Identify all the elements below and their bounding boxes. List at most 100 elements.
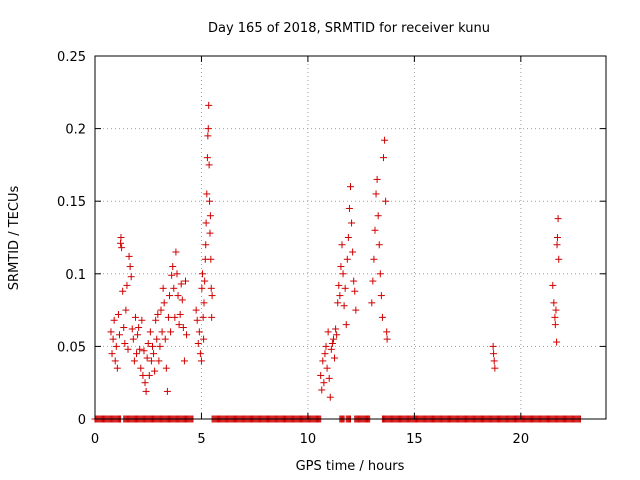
- data-point: [343, 255, 351, 263]
- data-point: [351, 287, 359, 295]
- data-point: [322, 342, 330, 350]
- data-point: [326, 393, 334, 401]
- data-point: [368, 299, 376, 307]
- data-point: [147, 357, 155, 365]
- data-point: [331, 354, 339, 362]
- data-point: [201, 277, 209, 285]
- data-point: [146, 328, 154, 336]
- data-point: [133, 350, 141, 358]
- data-point: [113, 364, 121, 372]
- data-point: [552, 306, 560, 314]
- data-point: [166, 292, 174, 300]
- y-tick-label: 0.05: [57, 340, 86, 355]
- data-point: [199, 270, 207, 278]
- data-point: [115, 331, 123, 339]
- data-point: [164, 313, 172, 321]
- data-point: [124, 345, 132, 353]
- data-point: [162, 364, 170, 372]
- x-tick-label: 5: [197, 432, 205, 447]
- data-point: [337, 263, 345, 271]
- data-point: [553, 234, 561, 241]
- data-point: [161, 335, 169, 343]
- data-point: [107, 328, 115, 336]
- data-point: [338, 241, 346, 249]
- data-point: [207, 255, 215, 263]
- data-point: [192, 306, 200, 314]
- data-point: [204, 125, 212, 133]
- data-point: [206, 229, 214, 237]
- data-point: [202, 219, 210, 227]
- data-point: [554, 215, 562, 223]
- data-point: [176, 310, 184, 318]
- data-point: [157, 306, 165, 314]
- data-point: [340, 302, 348, 310]
- data-point: [553, 241, 561, 249]
- data-point: [141, 379, 149, 387]
- data-point: [335, 281, 343, 289]
- data-point: [117, 234, 125, 241]
- data-point: [177, 280, 185, 288]
- data-point: [370, 255, 378, 263]
- data-point: [352, 306, 360, 314]
- data-point: [325, 374, 333, 382]
- axis-ticks: 0 0.05 0.1 0.15 0.2 0.25 0 5 10 15 20: [57, 50, 606, 447]
- data-point: [138, 316, 146, 324]
- data-point: [126, 263, 134, 271]
- data-point: [137, 364, 145, 372]
- y-tick-label: 0.1: [65, 268, 86, 283]
- data-point: [160, 299, 168, 307]
- data-point: [377, 292, 385, 300]
- data-point: [144, 339, 152, 347]
- data-point: [381, 136, 389, 144]
- data-point: [378, 313, 386, 321]
- data-point: [489, 342, 497, 350]
- data-point: [205, 161, 213, 169]
- data-point: [178, 296, 186, 304]
- data-point: [317, 371, 325, 379]
- data-point: [200, 335, 208, 343]
- data-point: [200, 299, 208, 307]
- x-tick-label: 20: [513, 432, 530, 447]
- data-point: [140, 347, 148, 355]
- y-tick-label: 0.25: [57, 50, 86, 65]
- data-point: [374, 212, 382, 220]
- data-point: [375, 241, 383, 249]
- data-point: [320, 379, 328, 387]
- data-point: [134, 331, 142, 339]
- data-point: [136, 345, 144, 353]
- data-point: [382, 197, 390, 205]
- data-point: [347, 183, 354, 191]
- data-point: [173, 270, 181, 278]
- data-point: [154, 310, 162, 318]
- data-point: [153, 335, 161, 343]
- data-point: [139, 371, 147, 379]
- data-point: [196, 350, 204, 358]
- data-point: [155, 357, 163, 365]
- data-point: [550, 299, 558, 307]
- data-point: [383, 335, 391, 343]
- data-point: [119, 287, 127, 295]
- data-point: [341, 284, 349, 292]
- data-point: [130, 357, 138, 365]
- data-point: [345, 204, 353, 212]
- data-point: [172, 248, 180, 256]
- data-point: [156, 342, 164, 350]
- data-point: [127, 273, 135, 281]
- data-point: [193, 316, 201, 324]
- data-point: [319, 357, 327, 365]
- data-point: [206, 197, 214, 205]
- grid-lines: [95, 56, 606, 419]
- data-point: [202, 241, 210, 249]
- data-point: [121, 339, 129, 347]
- data-point: [332, 325, 340, 333]
- data-point: [168, 271, 176, 279]
- data-point: [491, 364, 499, 372]
- plot-frame: [94, 55, 607, 420]
- data-point: [205, 101, 213, 109]
- data-point: [159, 284, 167, 292]
- data-point: [204, 132, 212, 140]
- x-axis-label: GPS time / hours: [296, 459, 405, 474]
- data-point: [179, 324, 187, 332]
- data-point: [183, 331, 191, 339]
- data-point: [158, 328, 166, 336]
